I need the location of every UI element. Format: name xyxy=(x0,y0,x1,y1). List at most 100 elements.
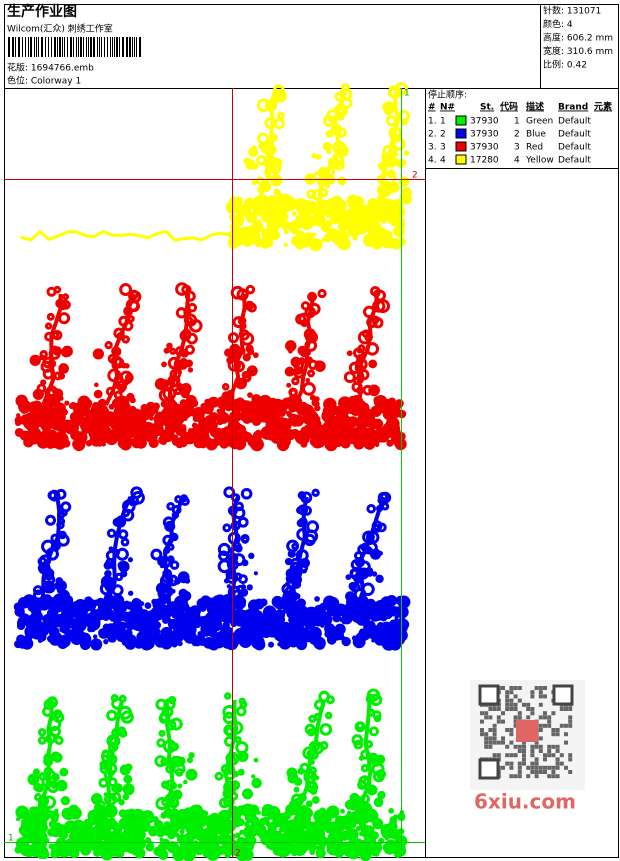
qr-dot xyxy=(496,715,501,720)
stitch xyxy=(170,404,183,417)
stitch xyxy=(31,614,39,622)
qr-dot xyxy=(538,723,543,728)
stitch xyxy=(106,581,117,592)
frame xyxy=(4,4,619,858)
stitch xyxy=(375,574,384,583)
stitch xyxy=(196,633,205,643)
stem xyxy=(380,91,401,206)
stitch xyxy=(277,205,288,216)
qr-dot xyxy=(496,753,501,758)
stitch xyxy=(253,598,265,610)
qr-dot xyxy=(568,770,573,774)
stitch xyxy=(285,196,297,208)
stitch xyxy=(79,639,91,651)
stitch xyxy=(299,557,310,569)
qr-dot xyxy=(538,770,543,774)
stitch xyxy=(335,635,340,641)
stitch xyxy=(175,282,189,296)
column-header: St. xyxy=(480,103,494,113)
stitch xyxy=(106,709,118,722)
cell: 1 xyxy=(440,117,446,127)
stitch xyxy=(180,383,192,395)
stitch xyxy=(378,551,383,556)
qr-dot xyxy=(547,719,552,724)
stitch xyxy=(158,729,166,737)
stitch xyxy=(340,808,345,814)
stitch xyxy=(169,347,177,355)
stitch xyxy=(32,388,44,400)
qr-dot xyxy=(484,715,489,720)
stitch xyxy=(309,238,323,252)
stat: 针数: 131071 xyxy=(543,5,601,17)
stitch xyxy=(284,557,293,566)
stitch xyxy=(161,379,170,388)
stitch xyxy=(46,312,55,321)
stitch xyxy=(61,345,73,357)
stitch xyxy=(180,349,189,358)
stitch xyxy=(281,436,291,447)
qr-dot xyxy=(551,770,556,774)
stitch xyxy=(222,440,230,448)
qr-dot xyxy=(492,723,497,728)
stitch xyxy=(267,812,275,820)
stitch xyxy=(325,695,335,705)
qr-dot xyxy=(526,707,531,711)
stitch xyxy=(291,565,302,575)
stitch xyxy=(257,634,264,640)
stitch xyxy=(306,520,320,534)
cell: Default xyxy=(558,130,591,140)
stitch xyxy=(230,403,241,414)
stitch xyxy=(268,824,273,829)
stitch xyxy=(348,581,358,591)
stitch xyxy=(180,821,188,830)
stitch xyxy=(52,597,62,606)
stitch xyxy=(282,601,296,615)
stitch xyxy=(288,615,298,625)
qr-dot xyxy=(513,723,518,728)
stitch xyxy=(60,408,68,416)
stitch xyxy=(329,833,337,841)
stitch xyxy=(401,187,412,198)
bar-stripe xyxy=(136,37,137,57)
stitch xyxy=(319,723,333,736)
qr-dot xyxy=(530,694,535,699)
stitch xyxy=(201,832,211,841)
stitch xyxy=(51,772,60,782)
qr-dot xyxy=(538,690,543,695)
stitch xyxy=(377,790,386,800)
stitch xyxy=(20,613,30,623)
stitch xyxy=(283,242,288,247)
qr-dot xyxy=(496,707,501,711)
qr-dot xyxy=(488,707,493,711)
stitch xyxy=(194,845,205,856)
qr-dot xyxy=(517,711,522,716)
qr-dot xyxy=(505,702,510,707)
stitch xyxy=(369,548,382,560)
stitch xyxy=(161,428,175,443)
stitch xyxy=(89,812,102,825)
stitch xyxy=(37,437,45,445)
stitch xyxy=(148,828,157,837)
stitch xyxy=(53,709,63,719)
stitch xyxy=(144,602,152,609)
stitch xyxy=(15,413,21,418)
stitch xyxy=(237,768,245,776)
stitch xyxy=(130,843,143,856)
stitch xyxy=(85,440,93,447)
bar-stripe xyxy=(129,37,131,57)
stitch xyxy=(386,439,394,447)
qr-dot xyxy=(568,723,573,728)
stitch xyxy=(227,635,240,648)
qr-dot xyxy=(513,686,518,690)
stitch xyxy=(266,412,275,421)
stitch xyxy=(247,392,253,398)
qr-dot xyxy=(530,770,535,774)
stitch xyxy=(52,330,63,341)
stitch xyxy=(400,118,408,126)
stitch xyxy=(304,173,316,185)
stitch xyxy=(322,141,333,152)
qr-dot xyxy=(568,753,573,758)
stitch xyxy=(123,817,137,831)
stitch xyxy=(240,430,246,436)
stitch xyxy=(246,584,253,591)
